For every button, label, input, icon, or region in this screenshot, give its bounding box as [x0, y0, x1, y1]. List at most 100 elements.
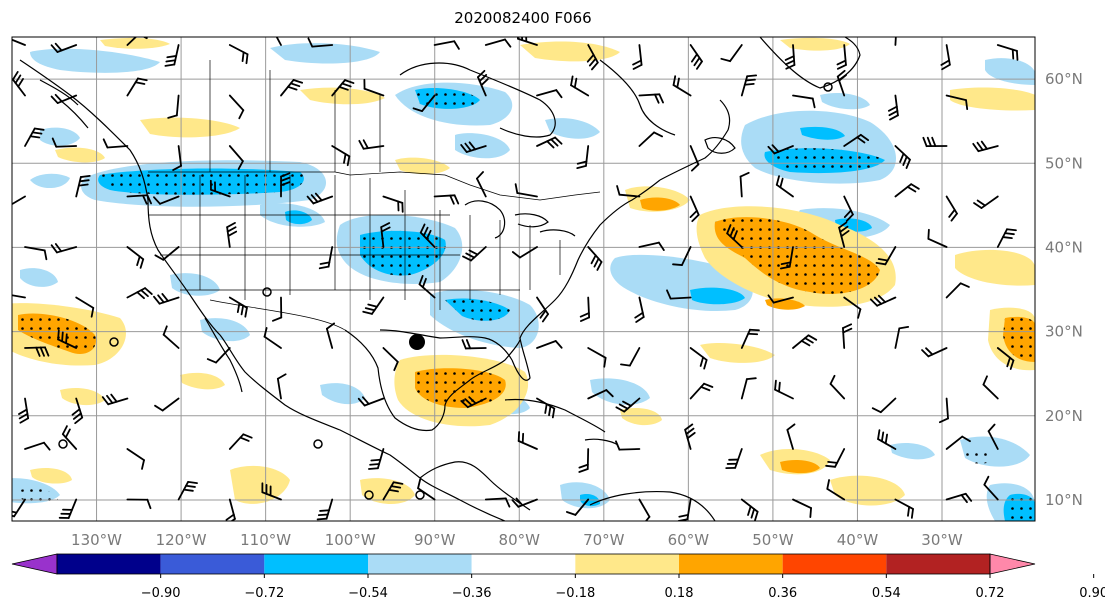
wind-barb [927, 228, 948, 248]
wind-barb [842, 323, 853, 349]
wind-barb [228, 94, 245, 120]
wind-barb [172, 145, 182, 171]
colorbar [11, 553, 1095, 578]
colorbar-tick-label: −0.72 [244, 586, 284, 601]
wind-barb [940, 44, 951, 71]
wind-barb [228, 44, 249, 65]
lon-label: 60°W [668, 531, 710, 549]
wind-barb [843, 296, 862, 319]
wind-barb [57, 329, 78, 349]
wind-barb [476, 171, 487, 198]
lon-label: 130°W [71, 531, 122, 549]
colorbar-tick-label: −0.18 [555, 586, 595, 601]
wind-barb [75, 174, 91, 198]
wind-barb [586, 44, 599, 71]
lon-label: 110°W [240, 531, 291, 549]
wind-barb [228, 145, 244, 170]
wind-barb [871, 397, 897, 414]
wind-barb [363, 78, 385, 97]
wind-barb [836, 69, 848, 97]
wind-barb [836, 44, 847, 70]
wind-barb [167, 94, 180, 119]
lat-label: 30°N [1045, 323, 1083, 341]
wind-barb [460, 141, 487, 153]
wind-barb [972, 140, 999, 153]
wind-barb [307, 37, 334, 48]
wind-barb [418, 275, 436, 299]
wind-barb [51, 137, 78, 148]
latitude-labels: 60°N 50°N 40°N 30°N 20°N 10°N [1045, 70, 1083, 509]
wind-barb [75, 296, 95, 318]
wind-barb [514, 183, 538, 198]
wind-barb [578, 448, 590, 473]
wind-barb [726, 224, 743, 248]
lat-label: 20°N [1045, 407, 1083, 425]
wind-barb [417, 478, 436, 501]
wind-barb [945, 492, 973, 504]
wind-barb [382, 195, 404, 213]
political-borders [148, 60, 601, 331]
wind-barb [767, 294, 794, 304]
wind-barb [225, 498, 236, 521]
wind-barb [638, 131, 664, 147]
wind-barb [894, 145, 911, 169]
wind-barb [50, 93, 78, 104]
colorbar-extend-min [11, 553, 58, 575]
wind-barb [206, 347, 231, 364]
wind-barb [271, 296, 283, 322]
wind-barb [720, 44, 743, 63]
wind-barb [154, 246, 180, 261]
wind-barb [261, 482, 282, 501]
wind-barb [996, 44, 1019, 61]
lat-label: 60°N [1045, 70, 1083, 88]
wind-barb [587, 347, 607, 368]
wind-barb [894, 37, 897, 46]
wind-barb [484, 497, 511, 508]
wind-barb [740, 328, 760, 349]
wind-barb [689, 347, 708, 370]
wind-barb [887, 94, 899, 121]
wind-barb [570, 75, 590, 97]
wind-barb [154, 397, 180, 412]
wind-barb [412, 94, 436, 113]
wind-barb [792, 94, 816, 109]
wind-barb [24, 246, 48, 261]
wind-barb [536, 340, 563, 349]
wind-barb [775, 175, 794, 198]
wind-barb [945, 195, 958, 222]
wind-barb [358, 139, 385, 150]
wind-barb [784, 44, 796, 70]
lat-label: 50°N [1045, 154, 1083, 172]
wind-barb [894, 183, 920, 198]
wind-barb [973, 195, 999, 209]
wind-barb [126, 287, 153, 300]
significance-stipple [18, 88, 1035, 521]
wind-barb [276, 373, 287, 400]
colorbar-segment [782, 554, 887, 574]
wind-barb [316, 498, 334, 521]
colorbar-labels: −0.90 −0.72 −0.54 −0.36 −0.18 0.18 0.36 0.54 0.7… [141, 586, 1105, 601]
wind-barb [58, 498, 78, 519]
wind-barb [638, 498, 651, 521]
wind-barb [536, 89, 563, 99]
plot-frame [11, 36, 1036, 522]
wind-barb [102, 138, 129, 149]
wind-barb [228, 296, 248, 318]
wind-barb [18, 397, 30, 424]
wind-barb [767, 144, 794, 155]
lat-label: 40°N [1045, 238, 1083, 256]
wind-barb [792, 498, 812, 518]
wind-barb [460, 396, 487, 409]
wind-barb [616, 185, 641, 198]
wind-barb [12, 195, 26, 206]
wind-barb [536, 296, 549, 323]
wind-barb [126, 77, 148, 97]
wind-barb [779, 246, 794, 270]
colorbar-extend-max [989, 553, 1036, 575]
wind-barb [433, 194, 460, 205]
colorbar-segment [575, 554, 679, 574]
lon-label: 40°W [837, 531, 879, 549]
map-title: 2020082400 F066 [454, 9, 592, 27]
wind-barb [280, 79, 304, 97]
